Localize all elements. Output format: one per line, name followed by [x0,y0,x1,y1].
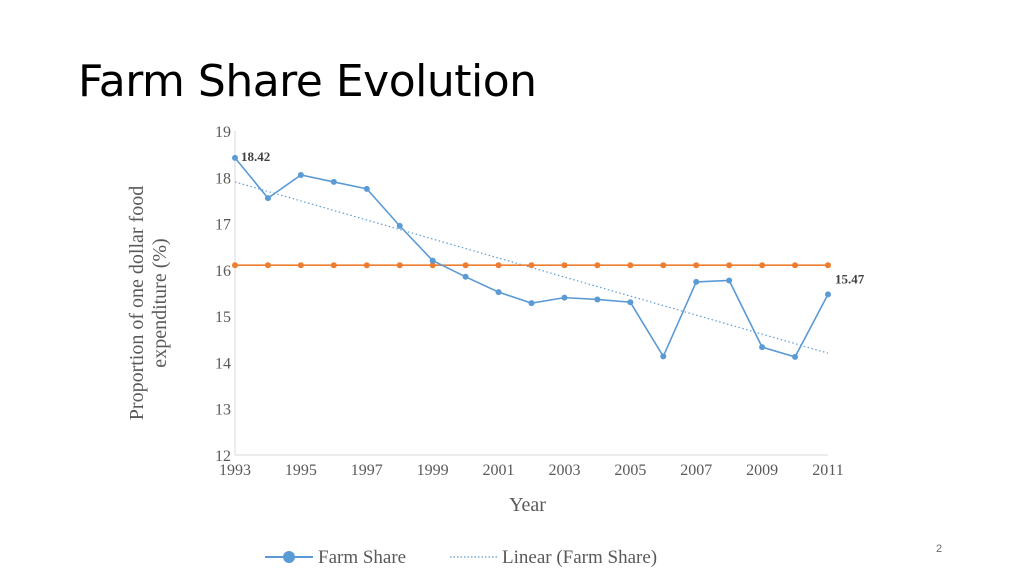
x-tick-label: 1995 [285,462,317,479]
data-point [462,273,469,280]
data-point [693,278,700,285]
data-point [429,262,436,269]
data-point [264,262,271,269]
data-point [396,262,403,269]
chart-legend: Farm Share Linear (Farm Share) [265,547,657,568]
data-point [693,262,700,269]
slide-title: Farm Share Evolution [78,56,537,107]
chart-axes: 12 13 14 15 16 17 18 19 1993 1995 1997 1999 2001 2003… [126,124,844,516]
slide-number: 2 [936,543,943,555]
data-point [594,296,601,303]
x-tick-label: 2007 [680,462,712,479]
series-layer [232,154,831,360]
data-point [792,262,799,269]
y-tick-label: 19 [215,124,231,141]
data-point [363,185,370,192]
data-point [462,262,469,269]
x-tick-label: 2001 [483,462,515,479]
y-tick-label: 14 [215,355,231,372]
data-point [528,300,535,307]
data-point [594,262,601,269]
data-point [561,262,568,269]
data-point [264,195,271,202]
data-label: 15.47 [835,271,865,286]
data-point [825,291,831,298]
data-point [297,171,304,178]
data-point [627,262,634,269]
data-point [561,294,568,301]
data-point [232,154,238,161]
x-tick-label: 1999 [417,462,449,479]
y-tick-label: 17 [215,217,231,234]
data-point [495,262,502,269]
legend-farm-share-marker [283,551,295,563]
data-point [759,344,766,351]
data-point [726,262,733,269]
data-point [792,353,799,360]
y-tick-label: 18 [215,170,231,187]
data-point [495,289,502,296]
data-point [330,178,337,185]
x-tick-label: 2009 [746,462,778,479]
y-axis-title-line: Proportion of one dollar food [126,186,148,420]
data-point [330,262,337,269]
data-point [660,353,667,360]
x-axis-title: Year [509,494,546,516]
y-tick-label: 16 [215,263,231,280]
y-tick-label: 15 [215,309,231,326]
data-label: 18.42 [241,149,270,164]
y-tick-label: 13 [215,402,231,419]
x-tick-label: 2011 [812,462,843,479]
y-tick-label: 12 [215,448,231,465]
data-point [232,262,238,269]
x-tick-label: 1993 [219,462,251,479]
x-tick-label: 2003 [548,462,580,479]
data-point [363,262,370,269]
x-tick-label: 2005 [614,462,646,479]
data-labels-layer: 18.42 15.47 [241,149,865,287]
data-point [759,262,766,269]
legend-farm-share-label: Farm Share [318,547,406,568]
y-axis-title: Proportion of one dollar foodexpenditure… [126,186,171,420]
legend-trendline-label: Linear (Farm Share) [502,547,657,568]
data-point [528,262,535,269]
data-point [660,262,667,269]
data-point [825,262,831,269]
y-axis-title-line: expenditure (%) [149,238,171,367]
data-point [297,262,304,269]
data-point [429,257,436,264]
data-point [627,299,634,306]
data-point [396,222,403,229]
data-point [726,277,733,284]
x-tick-label: 1997 [351,462,383,479]
